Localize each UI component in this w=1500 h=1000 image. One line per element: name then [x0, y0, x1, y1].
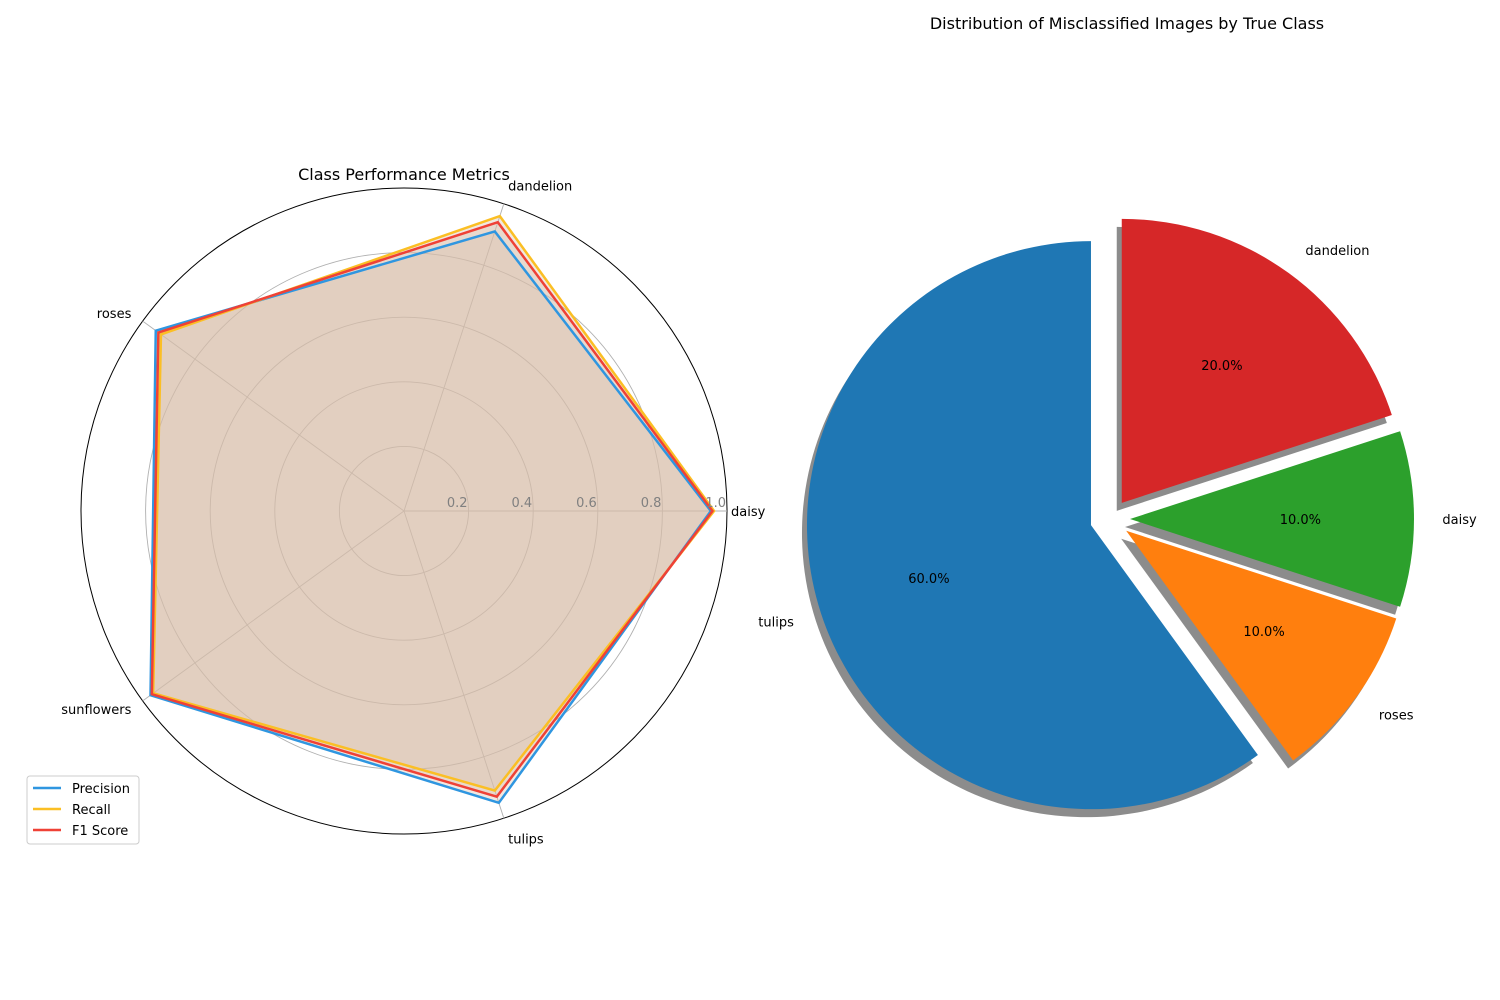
radar-spoke — [142, 510, 405, 702]
radar-tick-label: 1.0 — [705, 496, 726, 511]
pie-percent-label: 10.0% — [1280, 513, 1321, 528]
radar-series-line — [151, 214, 716, 792]
pie-percent-label: 20.0% — [1201, 359, 1242, 374]
pie-slice-roses — [1126, 530, 1397, 761]
radar-chart: Class Performance Metrics 0.2 0.4 0.6 0.8 1.… — [26, 165, 766, 848]
pie-slices — [806, 218, 1414, 810]
radar-category-labels: daisy dandelion roses sunflowers tulips — [61, 179, 765, 847]
radar-spoke — [403, 510, 505, 819]
legend-label: F1 Score — [72, 824, 128, 839]
pie-category-label: daisy — [1442, 513, 1477, 528]
radar-category-label: tulips — [508, 833, 544, 848]
pie-slice-daisy — [1130, 431, 1414, 607]
radar-spoke — [142, 320, 405, 512]
pie-labels: tulips 60.0% roses 10.0% daisy 10.0% dandelion… — [758, 244, 1477, 723]
pie-percent-label: 60.0% — [908, 572, 949, 587]
radar-series — [149, 214, 716, 805]
pie-chart: Distribution of Misclassified Images by … — [758, 14, 1477, 818]
pie-category-label: dandelion — [1305, 244, 1369, 259]
radar-tick-label: 0.6 — [576, 496, 597, 511]
radar-title: Class Performance Metrics — [298, 165, 510, 184]
radar-tick-label: 0.2 — [447, 496, 468, 511]
radar-category-label: dandelion — [508, 179, 572, 194]
pie-category-label: tulips — [758, 616, 794, 631]
radar-spoke — [403, 203, 505, 512]
radar-tick-label: 0.8 — [641, 496, 662, 511]
radar-area-fill — [153, 216, 715, 791]
legend-box — [26, 775, 140, 845]
radar-legend: Precision Recall F1 Score — [26, 775, 140, 845]
radar-ticks: 0.2 0.4 0.6 0.8 1.0 — [447, 496, 726, 511]
radar-tick-label: 0.4 — [512, 496, 533, 511]
pie-title: Distribution of Misclassified Images by … — [930, 14, 1324, 33]
pie-percent-label: 10.0% — [1243, 625, 1284, 640]
radar-category-label: sunflowers — [61, 703, 131, 718]
legend-label: Precision — [72, 782, 130, 797]
legend-label: Recall — [72, 803, 111, 818]
pie-slice-tulips — [806, 241, 1258, 810]
radar-category-label: daisy — [731, 505, 766, 520]
radar-series-line — [149, 230, 713, 805]
radar-category-label: roses — [97, 307, 132, 322]
radar-series-line — [150, 220, 715, 799]
radar-area-fill — [150, 231, 711, 803]
radar-area-fill — [151, 222, 713, 797]
pie-slice-dandelion — [1121, 218, 1392, 503]
pie-category-label: roses — [1379, 708, 1414, 723]
radar-fill — [150, 216, 715, 803]
